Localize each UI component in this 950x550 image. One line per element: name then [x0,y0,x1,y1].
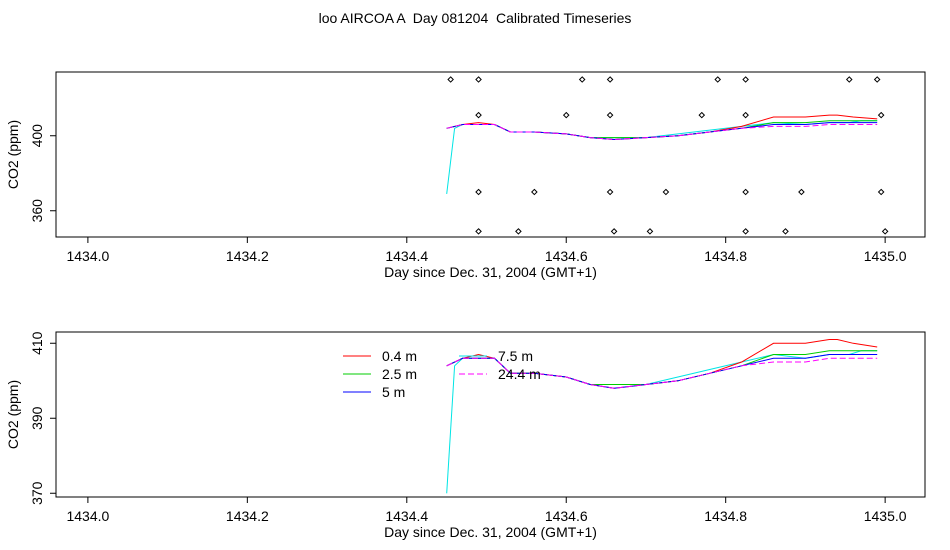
bottom-panel: 1434.0 1434.2 1434.4 1434.6 1434.8 1435.0 370 3… [5,331,926,540]
bottom-x-tick-label: 1435.0 [864,508,907,524]
top-marker-point [881,228,889,235]
top-marker-point [562,111,570,119]
bottom-plot-frame [55,331,926,498]
top-marker-point [742,111,749,119]
top-marker-point [447,76,454,83]
legend-label-0-4-m: 0.4 m [382,348,417,364]
top-marker-point [877,188,885,196]
top-x-tick-label: 1434.0 [66,248,109,264]
top-x-tick-label: 1434.2 [226,248,269,264]
bottom-x-tick-label: 1434.0 [66,508,109,524]
top-marker-point [646,228,654,235]
top-marker-point [873,76,881,83]
bottom-y-tick-label: 370 [29,481,45,505]
top-marker-point [698,111,706,119]
top-marker-point [798,188,805,196]
top-x-tick-label: 1434.6 [545,248,588,264]
top-marker-point [515,228,522,235]
top-y-axis-label: CO2 (ppm) [5,120,21,189]
top-marker-point [845,76,853,83]
top-marker-point [606,188,614,196]
top-marker-point [475,228,482,235]
top-x-tick-label: 1434.4 [385,248,428,264]
top-marker-point [742,188,749,196]
bottom-x-axis-label: Day since Dec. 31, 2004 (GMT+1) [384,524,597,540]
top-marker-point [475,76,482,83]
top-marker-point [662,188,670,196]
bottom-x-tick-label: 1434.2 [226,508,269,524]
top-y-tick-label: 400 [29,124,45,148]
top-x-axis-label: Day since Dec. 31, 2004 (GMT+1) [384,264,597,280]
top-marker-point [606,111,614,119]
bottom-y-axis-label: CO2 (ppm) [5,380,21,449]
top-marker-point [742,228,749,235]
top-marker-point [475,111,482,119]
legend-label-5-m: 5 m [382,384,405,400]
bottom-x-tick-label: 1434.4 [385,508,428,524]
chart-title: loo AIRCOA A Day 081204 Calibrated Times… [318,10,632,26]
bottom-series-line-24-4-m [446,357,878,389]
legend-label-7-5-m: 7.5 m [498,348,533,364]
legend-label-2-5-m: 2.5 m [382,366,417,382]
top-panel: 1434.0 1434.2 1434.4 1434.6 1434.8 1435.0 360 4… [5,71,926,280]
top-marker-point [475,188,482,196]
top-series-line-24-4-m [446,124,878,141]
bottom-y-tick-label: 410 [29,331,45,355]
bottom-y-tick-label: 390 [29,406,45,430]
top-x-tick-label: 1435.0 [864,248,907,264]
top-marker-point [742,76,749,83]
top-marker-point [782,228,789,235]
bottom-legend: 0.4 m 2.5 m 5 m 7.5 m 24.4 m [343,348,541,400]
top-plot-frame [55,71,926,238]
top-marker-point [578,76,586,83]
top-y-tick-label: 360 [29,199,45,223]
bottom-x-tick-label: 1434.6 [545,508,588,524]
top-marker-point [531,188,538,196]
top-marker-point [606,76,614,83]
top-series-line-2-5-m [446,120,878,139]
legend-label-24-4-m: 24.4 m [498,366,541,382]
top-x-tick-label: 1434.8 [704,248,747,264]
top-marker-point [877,111,885,119]
bottom-x-tick-label: 1434.8 [704,508,747,524]
top-marker-point [714,76,722,83]
top-marker-point [610,228,618,235]
